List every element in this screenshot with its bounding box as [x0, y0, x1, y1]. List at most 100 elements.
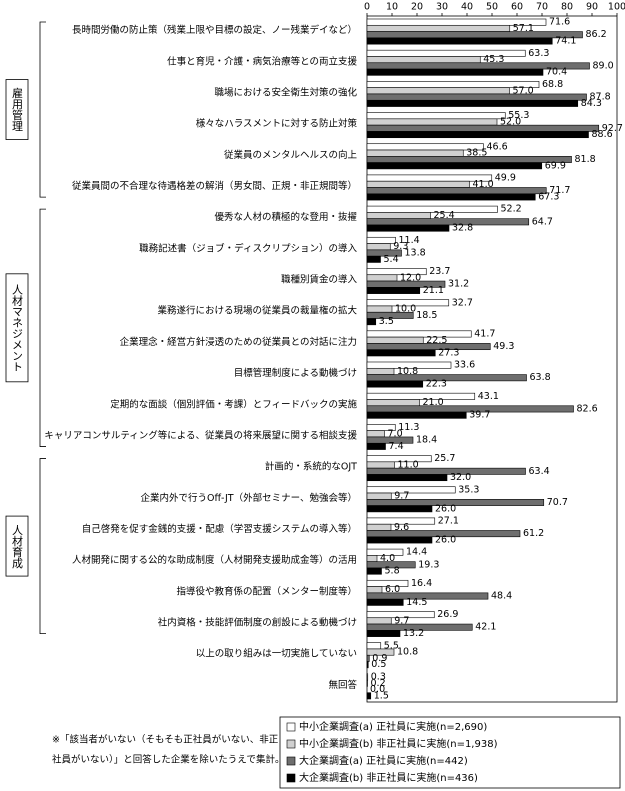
category-label: 業務遂行における現場の従業員の裁量権の拡大: [157, 305, 357, 317]
data-label: 32.7: [452, 297, 473, 308]
x-tick-label: 10: [386, 2, 398, 13]
data-label: 18.4: [416, 435, 437, 446]
data-label: 33.6: [454, 360, 475, 371]
bar: [366, 598, 404, 606]
data-label: 35.3: [458, 484, 479, 495]
x-tick-label: 50: [486, 2, 498, 13]
data-label: 0.2: [371, 678, 386, 689]
data-label: 52.2: [501, 204, 522, 215]
bar: [366, 392, 476, 400]
category-label: 指導役や教育係の配置（メンター制度等）: [176, 585, 357, 597]
data-label: 48.4: [491, 591, 512, 602]
bar: [366, 205, 498, 213]
data-label: 25.4: [434, 210, 455, 221]
data-label: 70.4: [546, 67, 567, 78]
legend-label: 大企業調査(a) 正社員に実施(n=442): [299, 754, 468, 767]
legend-label: 中小企業調査(a) 正社員に実施(n=2,690): [299, 720, 487, 733]
bar: [366, 361, 452, 369]
data-label: 55.3: [508, 110, 529, 121]
data-label: 16.4: [411, 578, 432, 589]
bar: [366, 255, 381, 263]
bar: [366, 318, 377, 326]
bar: [366, 180, 470, 188]
legend-swatch: [286, 773, 296, 783]
group-box: [5, 273, 29, 383]
category-label: 企業理念・経営方針浸透のための従業員との対話に注力: [120, 336, 357, 348]
data-label: 69.9: [545, 160, 566, 171]
group-box: [5, 79, 29, 140]
category-label: 企業内外で行うOff-JT（外部セミナー、勉強会等）: [141, 492, 358, 504]
data-label: 42.1: [475, 622, 496, 633]
data-label: 11.0: [398, 459, 419, 470]
bar: [366, 654, 370, 662]
data-label: 52.0: [500, 116, 521, 127]
bar: [366, 561, 416, 569]
bar: [366, 474, 448, 482]
bar: [366, 673, 369, 681]
bar: [366, 243, 391, 251]
data-label: 26.9: [437, 609, 458, 620]
category-label: 従業員間の不合理な待遇格差の解消（男女間、正規・非正規間等）: [72, 180, 357, 192]
data-label: 0.3: [371, 671, 386, 682]
bar: [366, 87, 510, 95]
bar: [366, 212, 431, 219]
bar: [366, 131, 589, 139]
bar: [366, 567, 382, 575]
bar: [366, 249, 402, 257]
group-label: 人材マネジメント: [11, 283, 24, 371]
bar: [366, 349, 436, 357]
bar: [366, 56, 481, 64]
category-label: キャリアコンサルティング等による、従業員の将来展望に関する相談支援: [44, 429, 357, 441]
bar: [366, 99, 579, 107]
data-label: 31.2: [448, 279, 469, 290]
data-label: 22.5: [426, 335, 447, 346]
bar: [366, 193, 536, 201]
bar: [366, 617, 392, 625]
data-label: 21.1: [423, 285, 444, 296]
bar: [366, 118, 498, 126]
bar: [366, 287, 421, 294]
data-label: 63.3: [528, 48, 549, 59]
bar: [366, 405, 574, 413]
data-label: 38.5: [466, 148, 487, 159]
data-label: 26.0: [435, 534, 456, 545]
bar: [366, 436, 414, 444]
category-label: 職種別賃金の導入: [281, 274, 358, 286]
category-label: 目標管理制度による動機づけ: [234, 367, 357, 379]
bar: [366, 661, 369, 669]
data-label: 74.1: [555, 36, 576, 47]
bar: [366, 536, 433, 544]
x-tick-label: 60: [511, 2, 523, 13]
bar: [366, 93, 587, 101]
data-label: 84.3: [581, 98, 602, 109]
group-bracket: [39, 21, 46, 198]
category-label: 職場における安全衛生対策の強化: [214, 86, 357, 98]
bar: [366, 367, 395, 375]
bar: [366, 236, 396, 244]
data-label: 45.3: [483, 54, 504, 65]
category-label: 仕事と育児・介護・病気治療等との両立支援: [167, 55, 357, 67]
bar: [366, 156, 572, 163]
data-label: 63.4: [529, 466, 550, 477]
bar: [366, 124, 600, 132]
bar: [366, 555, 378, 562]
legend-swatch: [286, 756, 296, 766]
category-label: 様々なハラスメントに対する防止対策: [196, 118, 358, 130]
bar: [366, 648, 395, 656]
bar: [366, 623, 473, 631]
data-label: 7.0: [388, 428, 403, 439]
data-label: 43.1: [478, 391, 499, 402]
data-label: 92.7: [602, 123, 623, 134]
data-label: 9.7: [394, 615, 409, 626]
category-label: 以上の取り組みは一切実施していない: [196, 648, 357, 660]
data-label: 13.2: [403, 628, 424, 639]
data-label: 10.0: [395, 304, 416, 315]
bar: [366, 374, 527, 382]
bar: [366, 430, 385, 438]
bar: [366, 37, 553, 45]
category-label: 無回答: [328, 679, 357, 691]
data-label: 26.0: [435, 503, 456, 514]
data-label: 0.5: [371, 659, 386, 670]
bar: [366, 336, 424, 344]
data-label: 4.0: [380, 553, 395, 564]
